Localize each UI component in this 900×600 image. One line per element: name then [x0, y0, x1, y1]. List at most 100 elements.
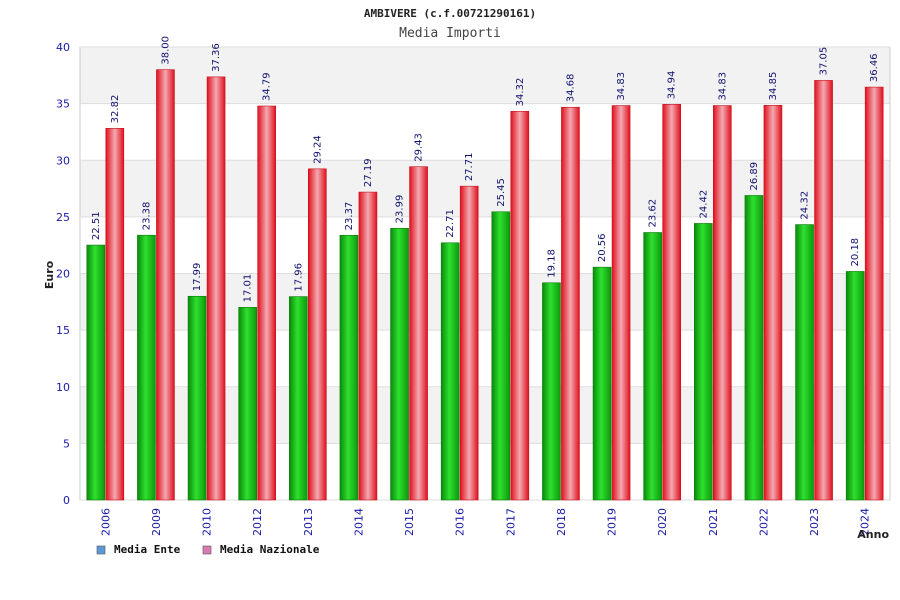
y-tick-label: 30	[56, 154, 70, 167]
value-label: 34.79	[262, 72, 273, 101]
value-label: 36.46	[869, 53, 880, 82]
value-label: 17.01	[243, 274, 254, 303]
value-label: 27.71	[464, 153, 475, 182]
y-tick-label: 25	[56, 211, 70, 224]
x-tick-label: 2020	[656, 508, 669, 536]
legend-label-media-ente: Media Ente	[114, 543, 181, 556]
x-axis-ticks: 2006 2009 2010 2012 2013 2014 2015 2016 2017 2018…	[99, 508, 871, 536]
bar-media-nazionale-2009	[156, 69, 175, 501]
bar-media-nazionale-2015	[409, 166, 428, 501]
bar-media-ente-2009	[137, 234, 156, 501]
bar-media-nazionale-2017	[510, 111, 530, 501]
bar-media-nazionale-2016	[459, 185, 479, 501]
legend-swatch-media-nazionale	[202, 545, 212, 555]
bar-media-ente-2020	[643, 232, 662, 501]
x-tick-label: 2018	[555, 508, 568, 536]
bar-media-nazionale-2012	[257, 105, 276, 501]
bar-media-ente-2012	[238, 307, 257, 501]
bar-media-ente-2018	[542, 282, 561, 501]
bar-media-ente-2019	[592, 266, 612, 501]
bar-media-nazionale-2024	[864, 86, 884, 501]
x-tick-label: 2009	[150, 508, 163, 536]
value-label: 23.99	[395, 195, 406, 224]
bar-media-nazionale-2020	[662, 104, 681, 501]
bar-media-nazionale-2006	[105, 128, 125, 501]
value-label: 22.51	[91, 211, 102, 240]
value-label: 20.18	[850, 238, 861, 267]
bar-media-nazionale-2023	[814, 80, 833, 501]
y-tick-label: 0	[63, 494, 70, 507]
y-tick-label: 5	[63, 437, 70, 450]
y-axis-title: Euro	[43, 260, 56, 289]
bar-media-ente-2015	[390, 228, 409, 501]
bar-media-ente-2006	[86, 244, 106, 501]
chart-title: AMBIVERE (c.f.00721290161)	[364, 7, 536, 20]
value-label: 37.36	[211, 43, 222, 72]
value-label: 24.42	[698, 190, 709, 219]
x-tick-label: 2015	[403, 508, 416, 536]
x-tick-label: 2006	[99, 508, 112, 536]
value-label: 25.45	[496, 178, 507, 207]
value-label: 27.19	[363, 158, 374, 187]
x-tick-label: 2012	[251, 508, 264, 536]
x-tick-label: 2010	[201, 508, 214, 536]
y-tick-label: 15	[56, 324, 70, 337]
y-tick-label: 10	[56, 381, 70, 394]
bar-media-nazionale-2022	[763, 105, 783, 501]
bar-media-ente-2014	[339, 235, 359, 501]
value-label: 34.83	[616, 72, 627, 101]
x-tick-label: 2022	[757, 508, 770, 536]
value-labels: 22.51 32.82 23.38 38.00 17.99 37.36 17.01 34.79…	[91, 36, 880, 302]
bar-media-ente-2017	[491, 211, 511, 501]
bar-media-ente-2024	[845, 271, 865, 501]
value-label: 22.71	[445, 209, 456, 238]
chart-subtitle: Media Importi	[399, 26, 501, 41]
value-label: 26.89	[749, 162, 760, 191]
x-tick-label: 2021	[707, 508, 720, 536]
value-label: 23.38	[141, 202, 152, 231]
value-label: 38.00	[160, 36, 171, 65]
x-tick-label: 2016	[454, 508, 467, 536]
value-label: 19.18	[546, 249, 557, 278]
x-tick-label: 2014	[352, 508, 365, 536]
bar-media-ente-2010	[187, 295, 207, 501]
y-tick-label: 40	[56, 41, 70, 54]
x-tick-label: 2013	[302, 508, 315, 536]
x-tick-label: 2017	[504, 508, 517, 536]
value-label: 37.05	[819, 47, 830, 76]
x-tick-label: 2019	[606, 508, 619, 536]
bar-media-nazionale-2010	[206, 76, 226, 501]
value-label: 24.32	[800, 191, 811, 220]
x-axis-title: Anno	[857, 528, 889, 541]
value-label: 29.43	[414, 133, 425, 162]
bar-media-ente-2023	[795, 224, 814, 501]
value-label: 32.82	[110, 95, 121, 124]
bar-media-ente-2021	[694, 223, 713, 501]
value-label: 34.32	[515, 78, 526, 107]
y-tick-label: 20	[56, 268, 70, 281]
bar-media-nazionale-2014	[358, 191, 378, 501]
bar-media-ente-2013	[289, 296, 308, 501]
value-label: 34.85	[768, 72, 779, 101]
value-label: 17.99	[192, 263, 203, 292]
bar-media-nazionale-2019	[611, 105, 631, 501]
value-label: 29.24	[312, 135, 323, 164]
value-label: 23.62	[648, 199, 659, 228]
value-label: 34.94	[667, 71, 678, 100]
bars	[86, 69, 884, 501]
value-label: 20.56	[597, 234, 608, 263]
x-tick-label: 2024	[859, 508, 872, 536]
value-label: 34.68	[565, 74, 576, 103]
value-label: 34.83	[717, 72, 728, 101]
bar-media-nazionale-2018	[561, 106, 580, 501]
bar-media-nazionale-2013	[308, 168, 327, 501]
x-tick-label: 2023	[808, 508, 821, 536]
value-label: 23.37	[344, 202, 355, 231]
legend: Media Ente Media Nazionale	[96, 543, 320, 556]
legend-swatch-media-ente	[96, 545, 106, 555]
y-tick-label: 35	[56, 98, 70, 111]
bar-media-ente-2022	[744, 195, 764, 501]
bar-media-nazionale-2021	[713, 105, 732, 501]
y-axis-ticks: 0 5 10 15 20 25 30 35 40	[56, 41, 70, 507]
legend-label-media-nazionale: Media Nazionale	[220, 543, 320, 556]
